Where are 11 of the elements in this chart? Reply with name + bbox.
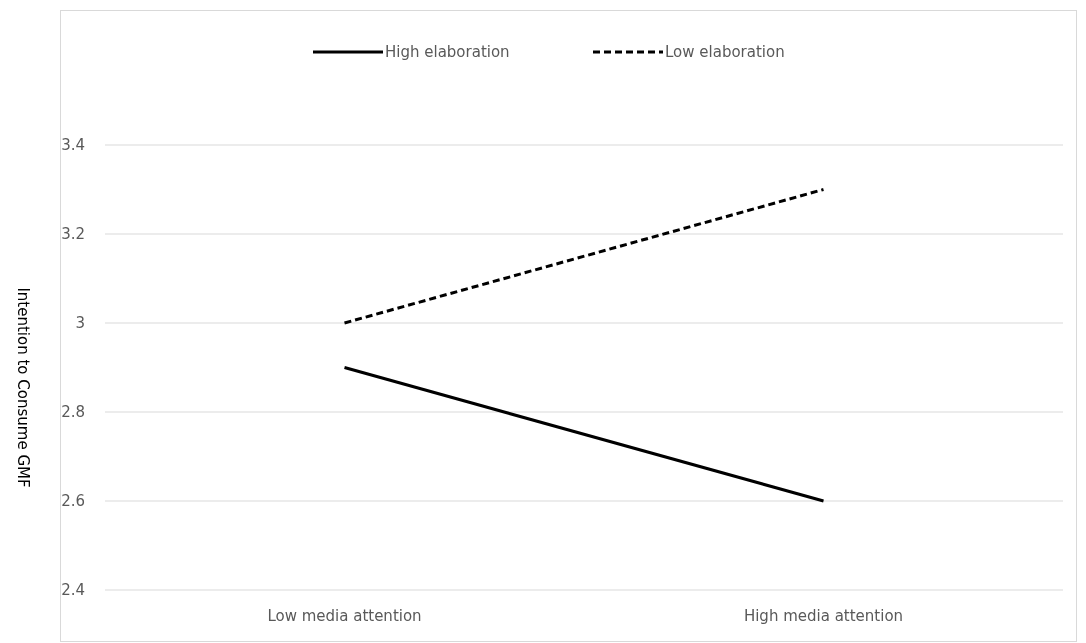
y-axis-title: Intention to Consume GMF xyxy=(14,287,32,488)
x-tick-label: Low media attention xyxy=(267,606,422,625)
y-tick-label: 2.6 xyxy=(61,492,85,511)
y-tick-label: 3.2 xyxy=(61,225,85,244)
y-tick-label: 3 xyxy=(75,314,85,333)
y-tick-label: 3.4 xyxy=(61,136,85,155)
legend-label: High elaboration xyxy=(385,43,510,62)
y-tick-label: 2.4 xyxy=(61,581,85,600)
x-tick-label: High media attention xyxy=(743,606,904,625)
legend-label: Low elaboration xyxy=(665,43,785,62)
y-tick-label: 2.8 xyxy=(61,403,85,422)
